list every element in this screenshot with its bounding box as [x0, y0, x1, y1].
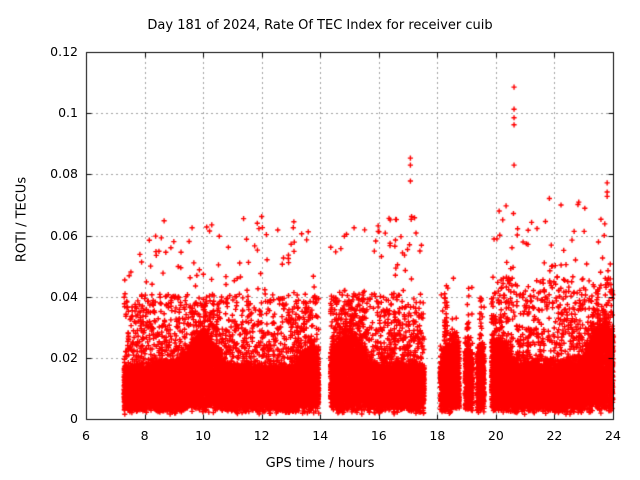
y-tick-label: 0.02: [50, 349, 78, 365]
y-tick-label: 0.06: [50, 227, 78, 243]
x-tick-label: 22: [546, 428, 563, 443]
y-tick-label: 0.04: [50, 288, 78, 304]
x-tick-label: 6: [82, 428, 90, 443]
x-tick-label: 18: [429, 428, 446, 443]
y-tick-label: 0.1: [58, 105, 78, 121]
x-tick-label: 10: [195, 428, 212, 443]
x-tick-label: 12: [253, 428, 270, 443]
x-tick-label: 24: [605, 428, 621, 443]
x-tick-label: 14: [312, 428, 329, 443]
x-tick-label: 20: [487, 428, 504, 443]
x-tick-label: 16: [370, 428, 387, 443]
x-tick-label: 8: [140, 428, 149, 443]
y-tick-label: 0: [70, 411, 78, 426]
y-tick-label: 0.12: [50, 44, 78, 59]
y-tick-label: 0.08: [50, 166, 78, 182]
